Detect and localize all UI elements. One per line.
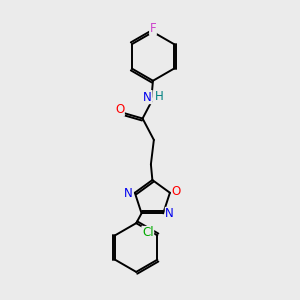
Text: F: F [150, 22, 156, 34]
Text: O: O [115, 103, 124, 116]
Text: N: N [165, 208, 174, 220]
Text: H: H [155, 90, 164, 103]
Text: Cl: Cl [142, 226, 154, 239]
Text: N: N [124, 187, 133, 200]
Text: O: O [172, 185, 181, 198]
Text: N: N [143, 91, 152, 103]
